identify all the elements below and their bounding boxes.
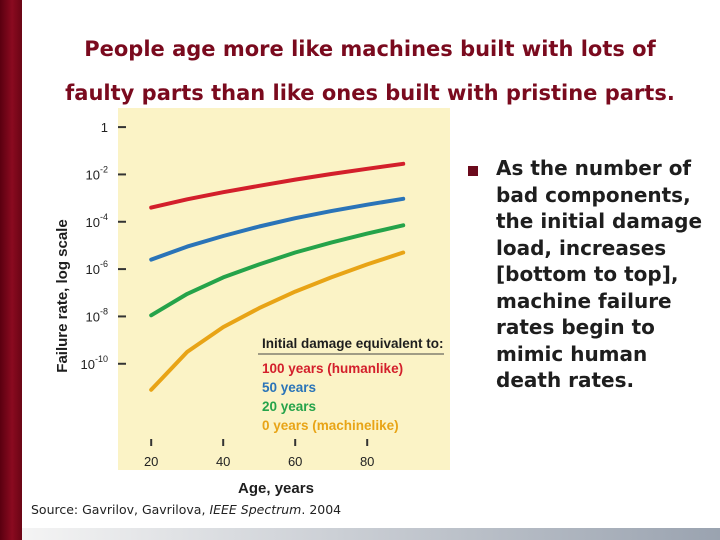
x-axis-label: Age, years bbox=[238, 480, 314, 497]
x-tick-label: 80 bbox=[360, 454, 374, 469]
bullet-text: As the number of bad components, the ini… bbox=[496, 156, 703, 392]
y-tick-label: 10-10 bbox=[81, 354, 108, 372]
source-journal: IEEE Spectrum bbox=[209, 502, 302, 517]
y-tick-label: 1 bbox=[101, 120, 108, 135]
left-accent-bar bbox=[0, 0, 22, 540]
y-tick-label: 10-6 bbox=[86, 259, 108, 277]
source-prefix: Source: Gavrilov, Gavrilova, bbox=[31, 502, 206, 517]
y-tick-label: 10-2 bbox=[86, 164, 108, 182]
legend-entry: 50 years bbox=[262, 380, 316, 395]
series-line bbox=[149, 250, 406, 392]
source-suffix: . 2004 bbox=[301, 502, 342, 517]
series-line bbox=[149, 161, 406, 210]
y-tick-label: 10-4 bbox=[86, 212, 108, 230]
legend-entry: 0 years (machinelike) bbox=[262, 418, 399, 433]
series-line bbox=[149, 223, 406, 318]
legend-entry: 100 years (humanlike) bbox=[262, 361, 403, 376]
bottom-accent-strip bbox=[22, 528, 720, 540]
y-axis-label: Failure rate, log scale bbox=[54, 219, 71, 372]
legend-entry: 20 years bbox=[262, 399, 316, 414]
x-tick-label: 60 bbox=[288, 454, 302, 469]
source-citation: Source: Gavrilov, Gavrilova, IEEE Spectr… bbox=[31, 502, 341, 517]
legend-title: Initial damage equivalent to: bbox=[262, 336, 444, 351]
legend-box bbox=[256, 326, 446, 436]
series-line bbox=[149, 196, 406, 262]
y-tick-label: 10-8 bbox=[86, 306, 108, 324]
slide-title-line-2: faulty parts than like ones built with p… bbox=[65, 81, 675, 105]
x-tick-label: 40 bbox=[216, 454, 230, 469]
bullet-square-icon bbox=[468, 166, 478, 176]
slide-title-line-1: People age more like machines built with… bbox=[84, 37, 656, 61]
x-tick-label: 20 bbox=[144, 454, 158, 469]
